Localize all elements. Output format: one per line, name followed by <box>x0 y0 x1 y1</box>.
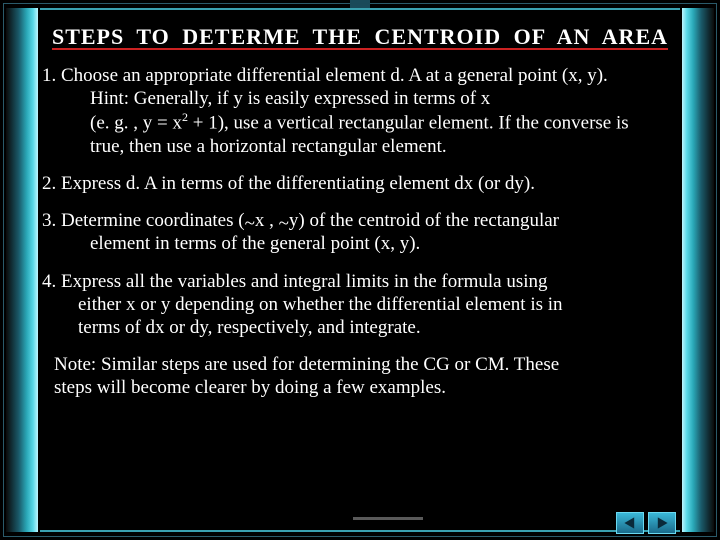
step-3-mid2: y) of the centroid of the rectangular <box>289 210 559 231</box>
top-decor-tick <box>350 0 370 8</box>
note-line-2: steps will become clearer by doing a few… <box>54 376 678 399</box>
left-side-gradient <box>6 8 38 532</box>
note: Note: Similar steps are used for determi… <box>42 353 678 399</box>
triangle-left-icon <box>623 516 637 530</box>
triangle-right-icon <box>655 516 669 530</box>
step-3-mid1: x , <box>255 210 279 231</box>
step-2-line-1: 2. Express d. A in terms of the differen… <box>42 172 678 195</box>
step-4: 4. Express all the variables and integra… <box>42 270 678 340</box>
step-4-line-3: terms of dx or dy, respectively, and int… <box>42 316 678 339</box>
top-rule <box>40 8 680 10</box>
step-3-line-1: 3. Determine coordinates (~x , ~y) of th… <box>42 209 678 232</box>
step-3-line-2: element in terms of the general point (x… <box>42 232 678 255</box>
step-4-line-2: either x or y depending on whether the d… <box>42 293 678 316</box>
step-2: 2. Express d. A in terms of the differen… <box>42 172 678 195</box>
step-4-line-1: 4. Express all the variables and integra… <box>42 270 678 293</box>
step-1-line-2: Hint: Generally, if y is easily expresse… <box>42 87 678 110</box>
slide-title: STEPS TO DETERME THE CENTROID OF AN AREA <box>42 18 678 64</box>
step-1-line-4: true, then use a horizontal rectangular … <box>42 135 678 158</box>
prev-slide-button[interactable] <box>616 512 644 534</box>
bottom-decor-tick <box>353 517 423 520</box>
step-3: 3. Determine coordinates (~x , ~y) of th… <box>42 209 678 255</box>
tilde-2: ~ <box>279 213 289 234</box>
slide-content: STEPS TO DETERME THE CENTROID OF AN AREA… <box>42 18 678 522</box>
tilde-1: ~ <box>245 213 255 234</box>
step-1-line-1: 1. Choose an appropriate differential el… <box>42 64 678 87</box>
step-1: 1. Choose an appropriate differential el… <box>42 64 678 158</box>
slide-body: 1. Choose an appropriate differential el… <box>42 64 678 399</box>
next-slide-button[interactable] <box>648 512 676 534</box>
note-line-1: Note: Similar steps are used for determi… <box>54 353 678 376</box>
bottom-rule <box>40 530 680 532</box>
step-1-line-3: (e. g. , y = x2 + 1), use a vertical rec… <box>42 110 678 135</box>
step-3-pre: 3. Determine coordinates ( <box>42 210 245 231</box>
right-side-gradient <box>682 8 714 532</box>
step-1-line-3-post: + 1), use a vertical rectangular element… <box>188 113 629 134</box>
step-1-line-3-pre: (e. g. , y = x <box>90 113 182 134</box>
nav-controls <box>616 512 676 534</box>
